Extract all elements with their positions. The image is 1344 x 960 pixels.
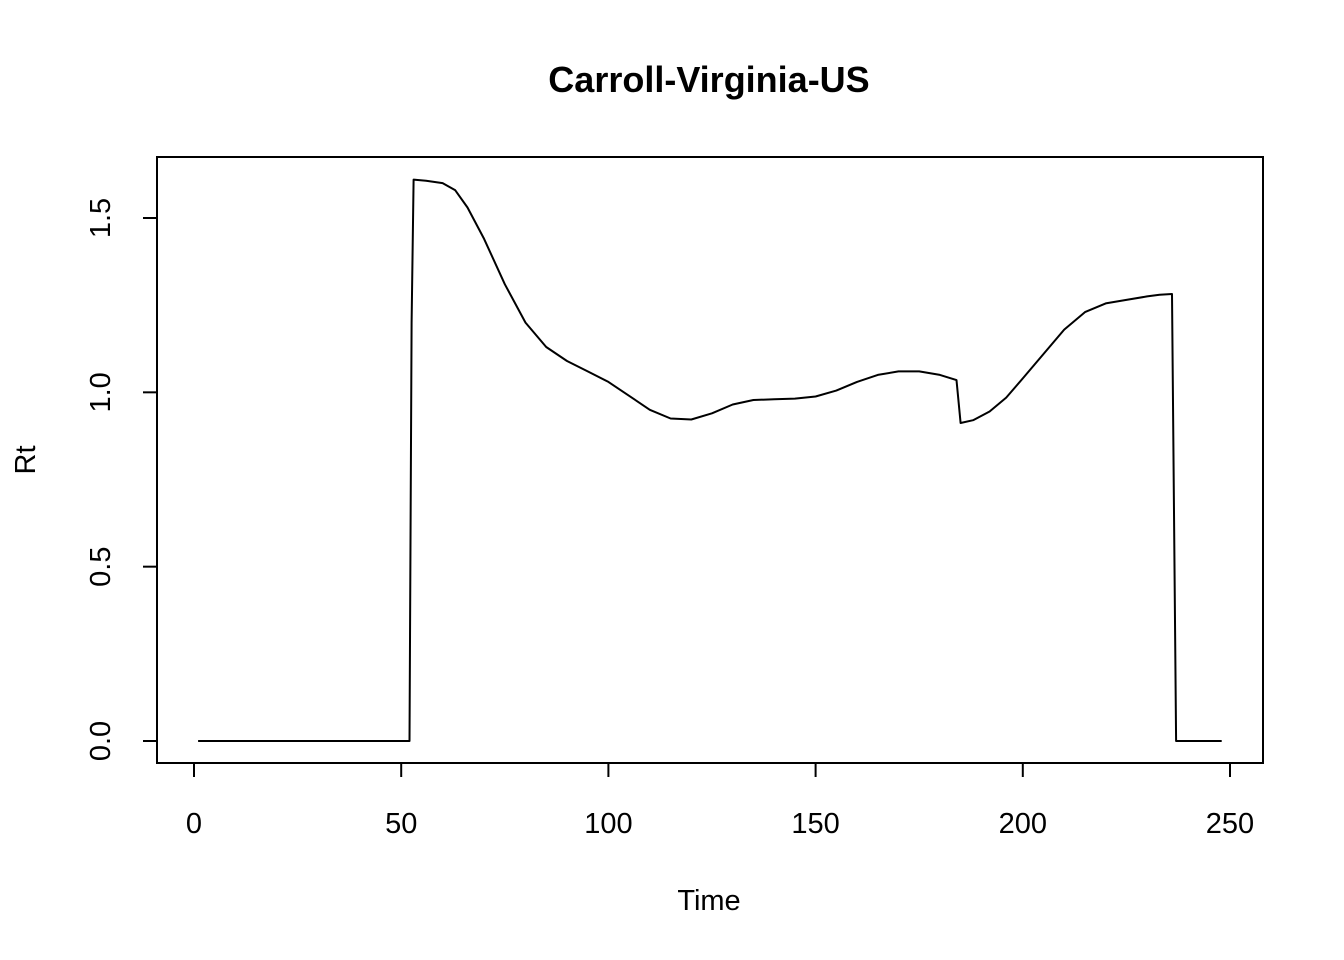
- rt-series-line: [198, 178, 1222, 742]
- x-tick-label: 200: [999, 808, 1047, 840]
- x-tick-label: 100: [584, 808, 632, 840]
- x-axis: 0 50 100 150 200 250: [186, 762, 1254, 840]
- y-tick-label: 0.0: [85, 721, 117, 761]
- y-tick-label: 1.5: [85, 198, 117, 238]
- y-axis-label: Rt: [10, 446, 42, 475]
- x-tick-label: 0: [186, 808, 202, 840]
- plot-frame: [156, 156, 1264, 764]
- x-axis-label: Time: [677, 885, 740, 917]
- chart-title: Carroll-Virginia-US: [548, 59, 869, 100]
- y-tick-label: 1.0: [85, 372, 117, 412]
- x-tick-label: 150: [791, 808, 839, 840]
- x-tick-label: 50: [385, 808, 417, 840]
- y-tick-label: 0.5: [85, 547, 117, 587]
- x-tick-label: 250: [1206, 808, 1254, 840]
- y-axis: 0.0 0.5 1.0 1.5: [85, 198, 158, 761]
